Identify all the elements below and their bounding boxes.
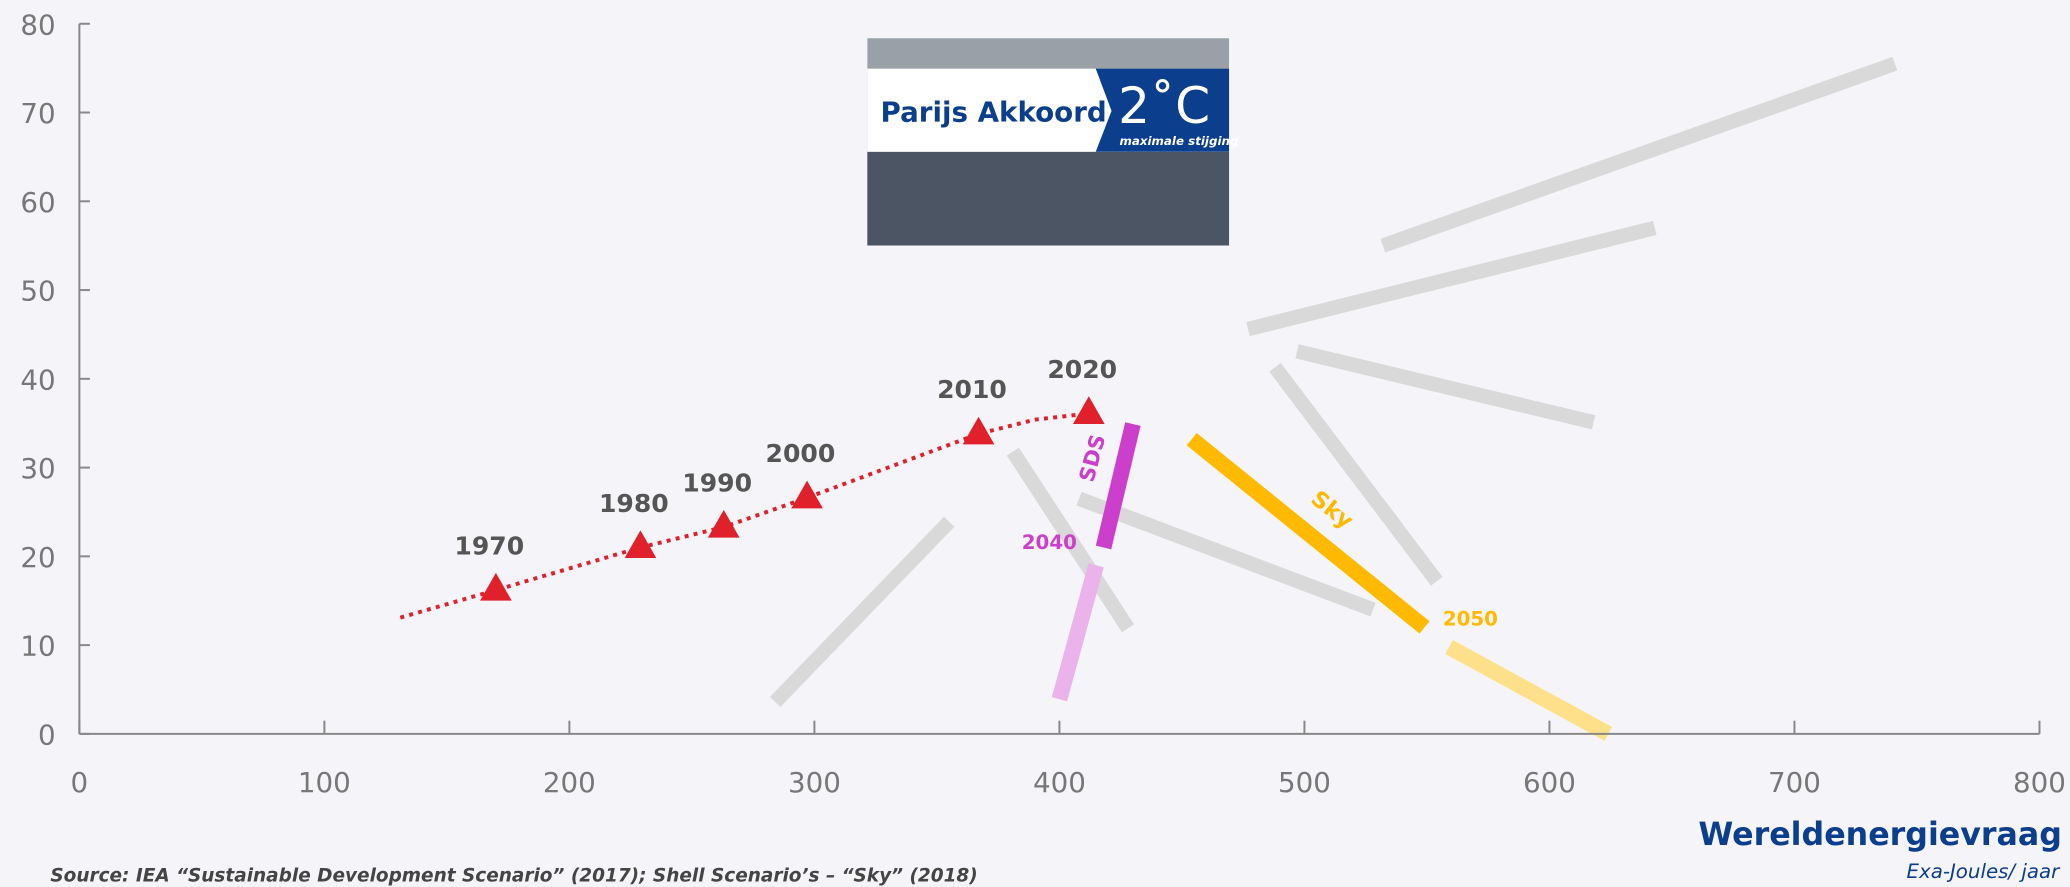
x-tick-label: 0 — [71, 766, 89, 799]
history-point — [1072, 396, 1105, 425]
banner-subtitle: maximale stijging — [1119, 134, 1239, 148]
scenario-line — [1095, 422, 1141, 550]
y-tick-label: 80 — [20, 8, 55, 41]
y-tick-label: 70 — [20, 97, 55, 130]
photo-banner: Parijs Akkoord 2˚C maximale stijging — [867, 38, 1239, 246]
photo-people — [867, 151, 1230, 246]
history-point — [480, 572, 512, 601]
scenario-line — [1051, 563, 1104, 702]
scenario-line — [1380, 56, 1898, 253]
year-label: 2010 — [937, 375, 1007, 404]
scenario-line — [1246, 220, 1657, 337]
x-tick-label: 600 — [1523, 766, 1576, 799]
x-tick-label: 300 — [788, 766, 841, 799]
year-label: 2020 — [1047, 355, 1117, 384]
x-axis-unit: Exa-Joules/ jaar — [1907, 860, 2062, 883]
scenario-line — [1186, 433, 1430, 634]
history-line — [399, 411, 1090, 620]
y-tick-label: 60 — [20, 186, 55, 219]
year-label: 2000 — [766, 439, 836, 468]
year-label: 1980 — [599, 489, 669, 518]
scenario-end-label: 2040 — [1022, 531, 1077, 554]
scenario-line — [1076, 491, 1376, 617]
scenario-line — [769, 516, 955, 707]
scenario-end-label: 2050 — [1443, 608, 1498, 631]
banner-blue — [1095, 68, 1230, 152]
source-note: Source: IEA “Sustainable Development Sce… — [50, 866, 977, 887]
y-tick-label: 20 — [20, 541, 55, 574]
scenario-line — [1006, 447, 1135, 633]
y-tick-label: 10 — [20, 630, 55, 663]
year-label: 1990 — [682, 468, 752, 497]
banner-target: 2˚C — [1118, 76, 1210, 135]
year-label: 1970 — [454, 531, 524, 560]
history-point — [962, 416, 995, 445]
history-point — [791, 480, 823, 509]
y-tick-label: 0 — [38, 718, 56, 751]
x-axis-label: Wereldenergievraag — [1698, 817, 2062, 853]
scenario-line — [1445, 639, 1613, 741]
y-tick-label: 30 — [20, 452, 55, 485]
x-tick-label: 700 — [1768, 766, 1821, 799]
x-tick-label: 500 — [1278, 766, 1331, 799]
scenario-line — [1269, 362, 1443, 586]
history-point — [707, 509, 740, 538]
x-tick-label: 800 — [2013, 766, 2066, 799]
x-tick-label: 400 — [1033, 766, 1086, 799]
banner-title: Parijs Akkoord — [881, 95, 1107, 128]
scenario-line — [1295, 344, 1596, 430]
x-tick-label: 200 — [543, 766, 596, 799]
history-point — [624, 530, 657, 559]
x-tick-label: 100 — [298, 766, 351, 799]
y-tick-label: 50 — [20, 275, 55, 308]
y-tick-label: 40 — [20, 363, 55, 396]
